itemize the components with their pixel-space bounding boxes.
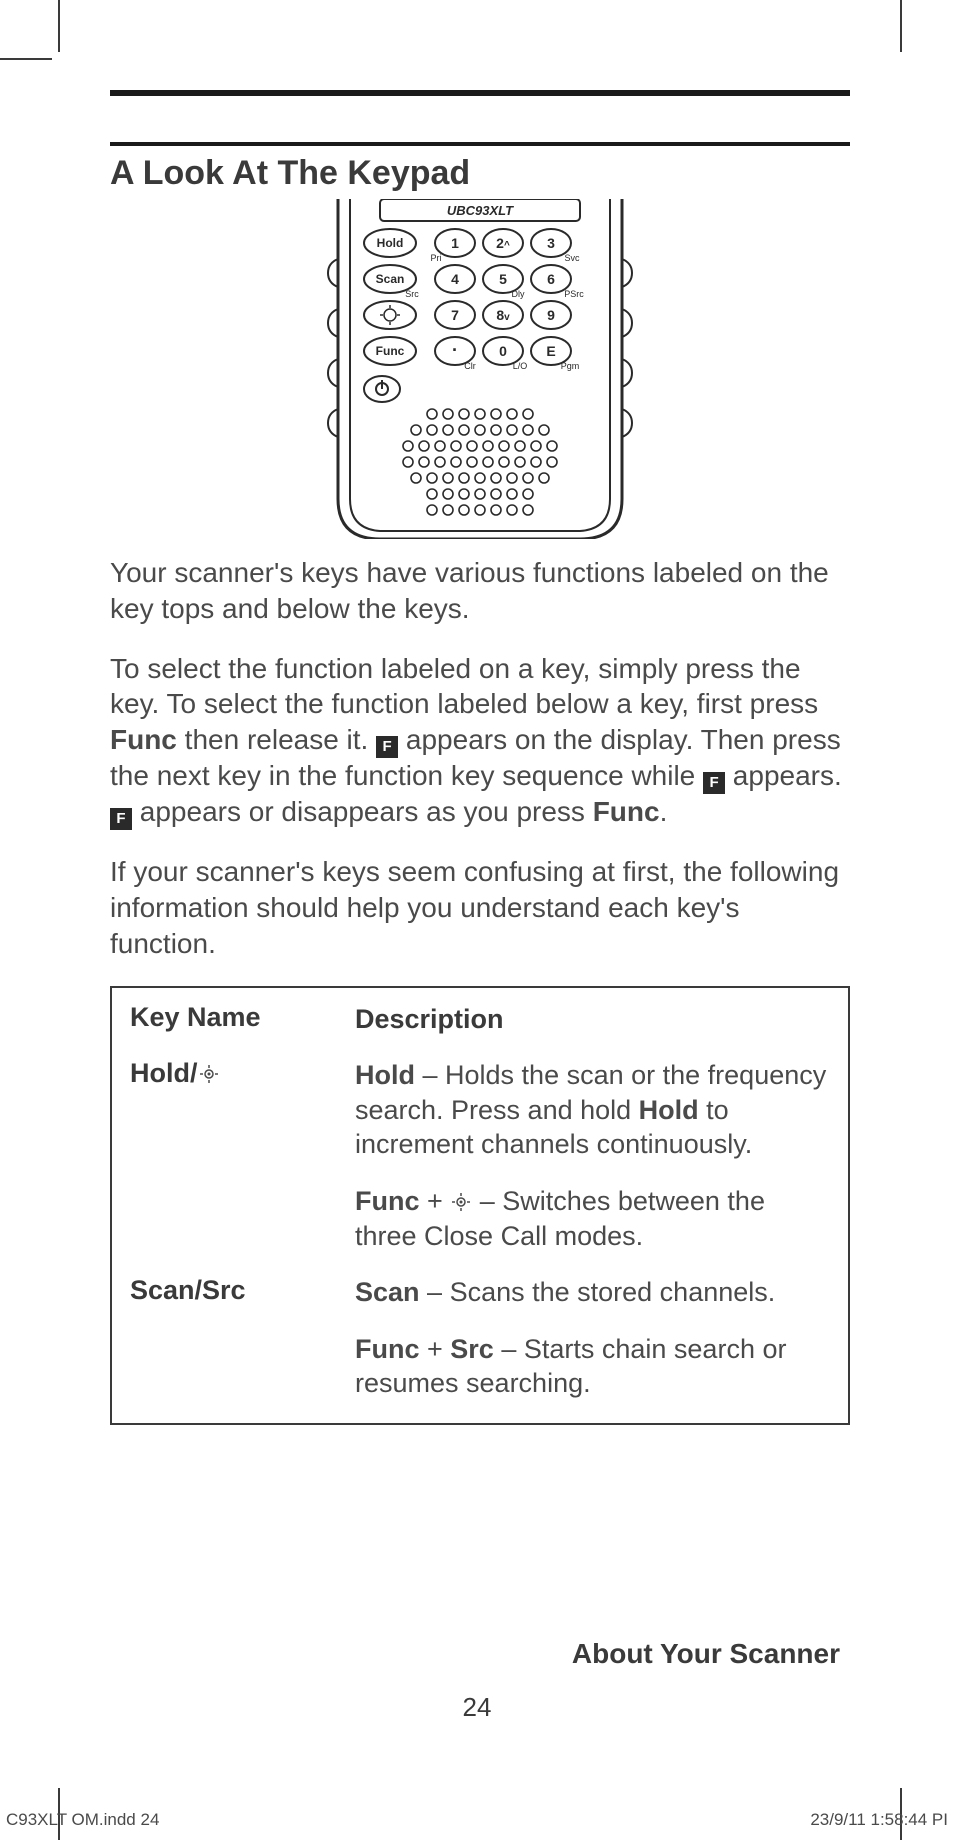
svg-text:L/O: L/O [513,361,528,371]
svg-text:PSrc: PSrc [564,289,584,299]
svg-text:·: · [452,340,458,360]
svg-text:E: E [546,343,555,359]
crop-mark [58,0,60,52]
key-function-table: Key Name Description Hold/Hold – Holds t… [110,986,850,1425]
keypad-illustration: UBC93XLT Hold Scan Func [320,199,640,539]
table-cell-description: Func + – Switches between the three Clos… [355,1184,830,1253]
print-footer: C93XLT OM.indd 24 23/9/11 1:58:44 PI [0,1810,954,1830]
table-cell-keyname: Scan/Src [130,1275,355,1310]
svg-text:Src: Src [405,289,419,299]
svg-text:Pri: Pri [431,253,442,263]
p2-text-a: To select the function labeled on a key,… [110,653,818,720]
p2-func2: Func [593,796,660,827]
svg-text:2^: 2^ [496,235,510,251]
p2-func1: Func [110,724,177,755]
table-row: Hold/Hold – Holds the scan or the freque… [130,1058,830,1162]
svg-text:Func: Func [376,344,405,358]
page-number: 24 [0,1692,954,1723]
crop-mark [900,0,902,52]
print-footer-right: 23/9/11 1:58:44 PI [810,1810,948,1830]
f-indicator-icon: F [110,808,132,830]
paragraph-1: Your scanner's keys have various functio… [110,555,850,627]
svg-text:1: 1 [451,235,459,251]
f-indicator-icon: F [376,736,398,758]
svg-text:Clr: Clr [464,361,476,371]
horizontal-rule-thick [110,90,850,96]
table-cell-keyname [130,1332,355,1401]
footer-section-title: About Your Scanner [572,1638,840,1670]
svg-text:7: 7 [451,307,459,323]
svg-text:8v: 8v [496,307,510,323]
table-cell-description: Func + Src – Starts chain search or resu… [355,1332,830,1401]
p2-text-d: appears. [725,760,842,791]
table-cell-description: Scan – Scans the stored channels. [355,1275,830,1310]
svg-text:0: 0 [499,343,507,359]
paragraph-2: To select the function labeled on a key,… [110,651,850,831]
table-header-description: Description [355,1002,830,1037]
table-cell-description: Hold – Holds the scan or the frequency s… [355,1058,830,1162]
crop-mark [0,58,52,60]
svg-text:9: 9 [547,307,555,323]
print-footer-left: C93XLT OM.indd 24 [6,1810,159,1830]
table-row: Func + Src – Starts chain search or resu… [130,1332,830,1401]
svg-text:Pgm: Pgm [561,361,580,371]
svg-text:Dly: Dly [512,289,525,299]
svg-text:Hold: Hold [377,236,404,250]
f-indicator-icon: F [703,772,725,794]
svg-text:Svc: Svc [564,253,580,263]
p2-text-b: then release it. [177,724,376,755]
svg-text:4: 4 [451,271,459,287]
p2-text-e: appears or disappears as you press [132,796,593,827]
svg-text:5: 5 [499,271,507,287]
table-header-row: Key Name Description [130,1002,830,1037]
svg-text:3: 3 [547,235,555,251]
table-cell-keyname: Hold/ [130,1058,355,1162]
table-row: Scan/SrcScan – Scans the stored channels… [130,1275,830,1310]
section-heading: A Look At The Keypad [110,154,850,193]
table-cell-keyname [130,1184,355,1253]
paragraph-3: If your scanner's keys seem confusing at… [110,854,850,961]
svg-text:6: 6 [547,271,555,287]
table-row: Func + – Switches between the three Clos… [130,1184,830,1253]
svg-text:UBC93XLT: UBC93XLT [447,203,514,218]
horizontal-rule-thin [110,142,850,146]
p2-text-f: . [660,796,668,827]
table-header-keyname: Key Name [130,1002,355,1037]
svg-text:Scan: Scan [376,272,405,286]
